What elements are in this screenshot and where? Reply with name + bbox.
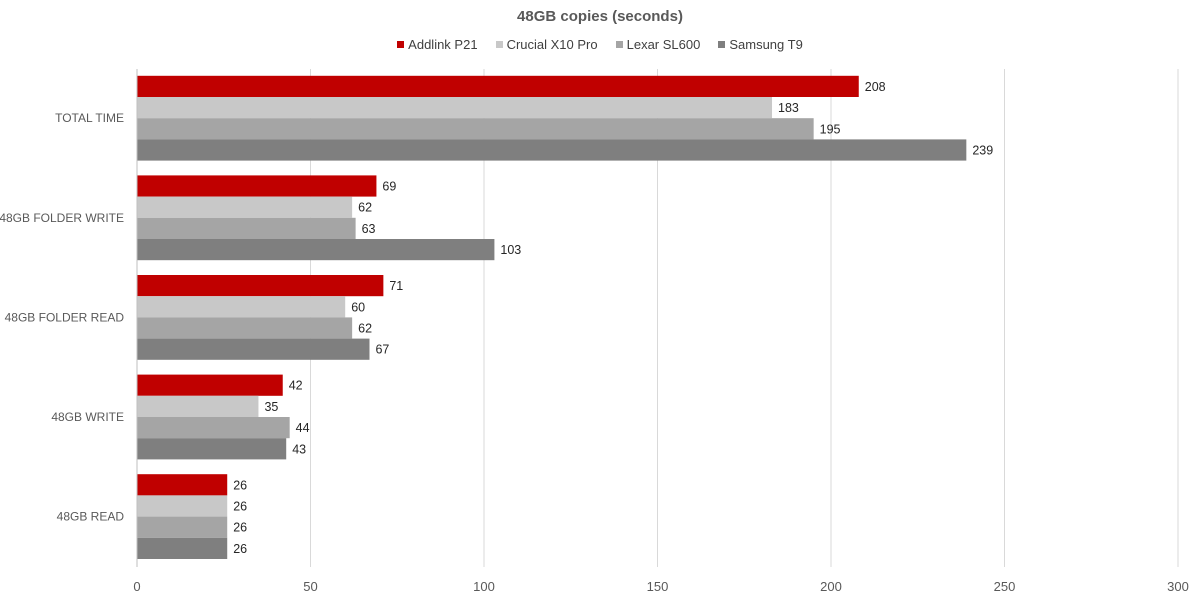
- category-label: 48GB WRITE: [51, 410, 124, 424]
- data-label: 26: [233, 500, 247, 514]
- legend-label: Addlink P21: [408, 37, 478, 52]
- category-label: 48GB FOLDER READ: [5, 310, 125, 324]
- legend-label: Samsung T9: [729, 37, 803, 52]
- data-label: 63: [362, 222, 376, 236]
- category-label: 48GB FOLDER WRITE: [0, 211, 124, 225]
- bar: [137, 296, 346, 318]
- legend-swatch: [397, 41, 405, 48]
- chart-title: 48GB copies (seconds): [517, 8, 683, 25]
- data-label: 60: [351, 300, 365, 314]
- legend-swatch: [718, 41, 726, 48]
- bar: [137, 374, 283, 396]
- legend-label: Crucial X10 Pro: [506, 37, 598, 52]
- legend-item: Lexar SL600: [615, 37, 701, 52]
- bar: [137, 239, 495, 261]
- bar: [137, 516, 228, 538]
- bar: [137, 118, 814, 140]
- data-label: 103: [500, 243, 521, 257]
- legend: Addlink P21 Crucial X10 Pro Lexar SL600 Sam…: [0, 37, 1200, 52]
- bar: [137, 395, 259, 417]
- bar: [137, 175, 377, 197]
- bar: [137, 275, 384, 297]
- x-tick-label: 100: [473, 579, 495, 594]
- data-label: 239: [972, 144, 993, 158]
- bar: [137, 75, 859, 97]
- category-label: TOTAL TIME: [55, 111, 124, 125]
- bar: [137, 338, 370, 360]
- category-label: 48GB READ: [57, 510, 125, 524]
- legend-item: Crucial X10 Pro: [495, 37, 598, 52]
- data-label: 195: [820, 122, 841, 136]
- legend-label: Lexar SL600: [626, 37, 701, 52]
- legend-swatch: [495, 41, 503, 48]
- data-label: 44: [296, 421, 310, 435]
- x-tick-label: 300: [1167, 579, 1189, 594]
- data-label: 26: [233, 521, 247, 535]
- legend-swatch: [615, 41, 623, 48]
- data-label: 42: [289, 379, 303, 393]
- bar: [137, 474, 228, 496]
- data-label: 26: [233, 478, 247, 492]
- bar: [137, 417, 290, 439]
- bar: [137, 317, 353, 339]
- data-label: 71: [389, 279, 403, 293]
- data-label: 26: [233, 542, 247, 556]
- bar: [137, 196, 353, 218]
- x-tick-label: 250: [994, 579, 1016, 594]
- x-tick-label: 200: [820, 579, 842, 594]
- data-label: 69: [382, 180, 396, 194]
- data-label: 43: [292, 442, 306, 456]
- data-label: 35: [264, 400, 278, 414]
- data-label: 67: [375, 343, 389, 357]
- bar: [137, 438, 287, 460]
- data-label: 62: [358, 201, 372, 215]
- legend-item: Samsung T9: [718, 37, 803, 52]
- bar: [137, 537, 228, 559]
- bar: [137, 495, 228, 517]
- bar: [137, 139, 967, 161]
- x-tick-label: 150: [647, 579, 669, 594]
- legend-item: Addlink P21: [397, 37, 478, 52]
- data-label: 183: [778, 101, 799, 115]
- x-tick-label: 0: [133, 579, 140, 594]
- data-label: 208: [865, 80, 886, 94]
- x-tick-label: 50: [303, 579, 317, 594]
- bar: [137, 217, 356, 239]
- data-label: 62: [358, 322, 372, 336]
- bar: [137, 97, 773, 119]
